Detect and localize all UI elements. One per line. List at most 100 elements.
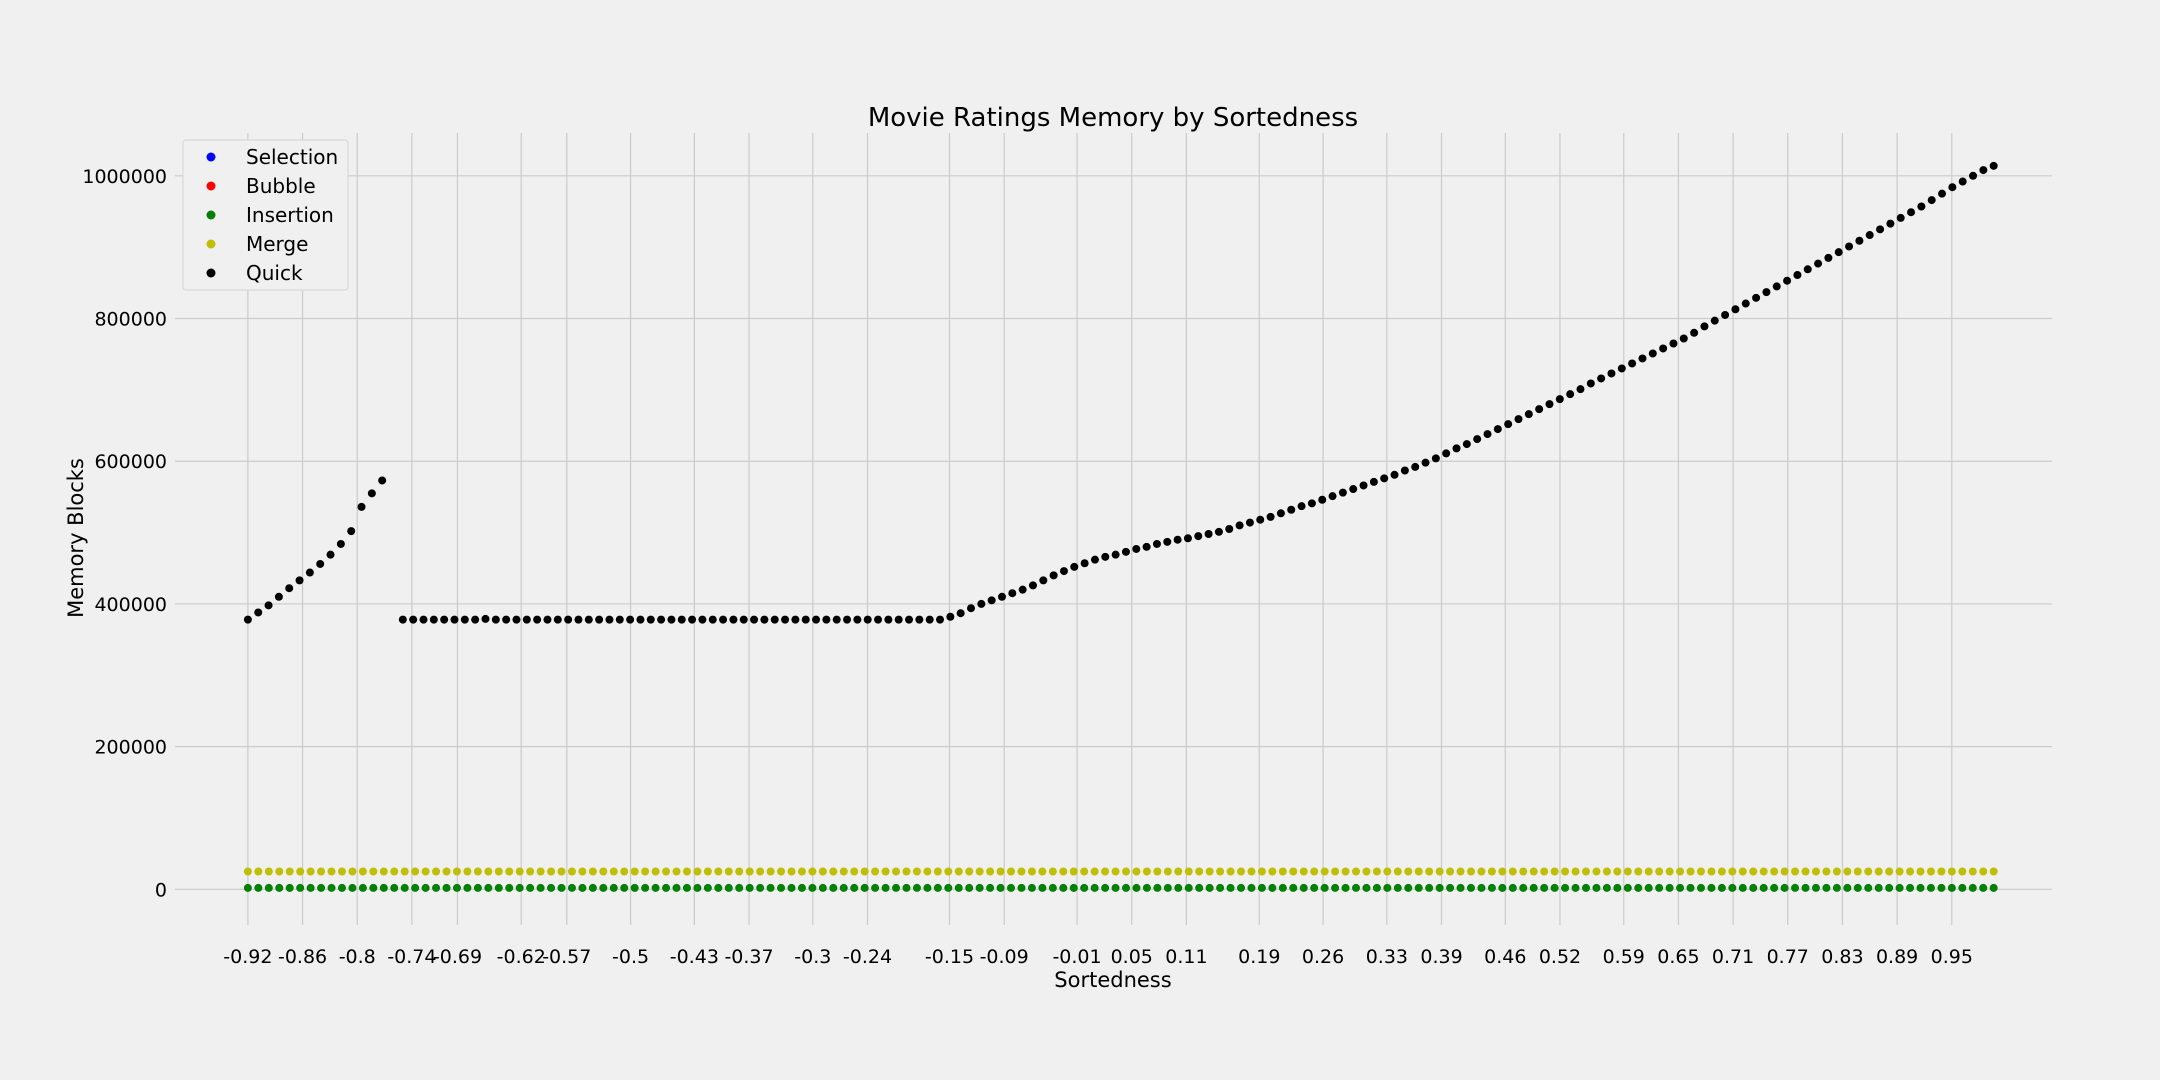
quick-point [1338,488,1347,497]
insertion-point [588,883,597,892]
legend-marker [206,239,216,249]
merge-point [1843,867,1852,876]
quick-point [1917,202,1926,211]
merge-point [1038,867,1047,876]
merge-point [1226,867,1235,876]
merge-point [965,867,974,876]
legend-label: Selection [246,145,338,169]
quick-point [522,615,531,624]
insertion-point [1393,883,1402,892]
insertion-point [1341,883,1350,892]
insertion-point [1791,883,1800,892]
quick-point [1369,477,1378,486]
insertion-point [1372,883,1381,892]
merge-point [881,867,890,876]
merge-point [1446,867,1455,876]
y-tick-label: 600000 [94,451,167,473]
merge-point [1111,867,1120,876]
x-tick-label: -0.09 [980,946,1029,968]
merge-point [1257,867,1266,876]
insertion-point [473,883,482,892]
insertion-point [1080,883,1089,892]
insertion-point [1069,883,1078,892]
insertion-point [264,883,273,892]
insertion-point [1299,883,1308,892]
merge-point [1362,867,1371,876]
merge-point [1696,867,1705,876]
merge-point [578,867,587,876]
quick-point [1824,253,1833,262]
merge-point [1759,867,1768,876]
quick-point [781,615,790,624]
insertion-point [1090,883,1099,892]
quick-point [1617,364,1626,373]
x-tick-label: -0.3 [794,946,831,968]
merge-point [1540,867,1549,876]
merge-point [1916,867,1925,876]
quick-point [1090,555,1099,564]
merge-point [672,867,681,876]
merge-point [1101,867,1110,876]
insertion-point [1153,883,1162,892]
merge-point [756,867,765,876]
quick-point [1059,567,1068,576]
quick-point [1132,544,1141,553]
insertion-point [1843,883,1852,892]
quick-point [264,601,273,610]
insertion-point [682,883,691,892]
x-tick-label: -0.62 [497,946,546,968]
insertion-point [1414,883,1423,892]
merge-point [1811,867,1820,876]
quick-point [450,615,459,624]
merge-point [777,867,786,876]
quick-point [1803,265,1812,274]
insertion-point [1906,883,1915,892]
quick-point [987,596,996,605]
quick-point [626,615,635,624]
merge-point [703,867,712,876]
x-tick-label: 0.19 [1238,946,1280,968]
quick-point [1359,481,1368,490]
merge-point [515,867,524,876]
insertion-point [1425,883,1434,892]
insertion-point [536,883,545,892]
quick-point [729,615,738,624]
insertion-point [1331,883,1340,892]
quick-point [739,615,748,624]
insertion-point [1007,883,1016,892]
legend-label: Merge [246,232,308,256]
merge-point [275,867,284,876]
quick-point [1328,492,1337,501]
quick-point [956,609,965,618]
merge-point [243,867,252,876]
merge-point [1435,867,1444,876]
quick-point [1793,270,1802,279]
insertion-point [933,883,942,892]
quick-point [1638,354,1647,363]
insertion-point [777,883,786,892]
merge-point [1623,867,1632,876]
merge-point [839,867,848,876]
quick-point [1597,374,1606,383]
insertion-point [1811,883,1820,892]
quick-point [1607,369,1616,378]
insertion-point [808,883,817,892]
insertion-point [829,883,838,892]
quick-point [1886,219,1895,228]
data-points [243,161,1998,892]
legend-label: Insertion [246,203,334,227]
merge-point [473,867,482,876]
quick-point [533,615,542,624]
quick-point [1958,177,1967,186]
merge-point [484,867,493,876]
insertion-point [1038,883,1047,892]
y-tick-label: 800000 [94,309,167,331]
x-tick-label: 0.52 [1539,946,1581,968]
merge-point [452,867,461,876]
quick-point [1307,499,1316,508]
insertion-point [432,883,441,892]
insertion-point [1853,883,1862,892]
merge-point [912,867,921,876]
merge-point [1383,867,1392,876]
